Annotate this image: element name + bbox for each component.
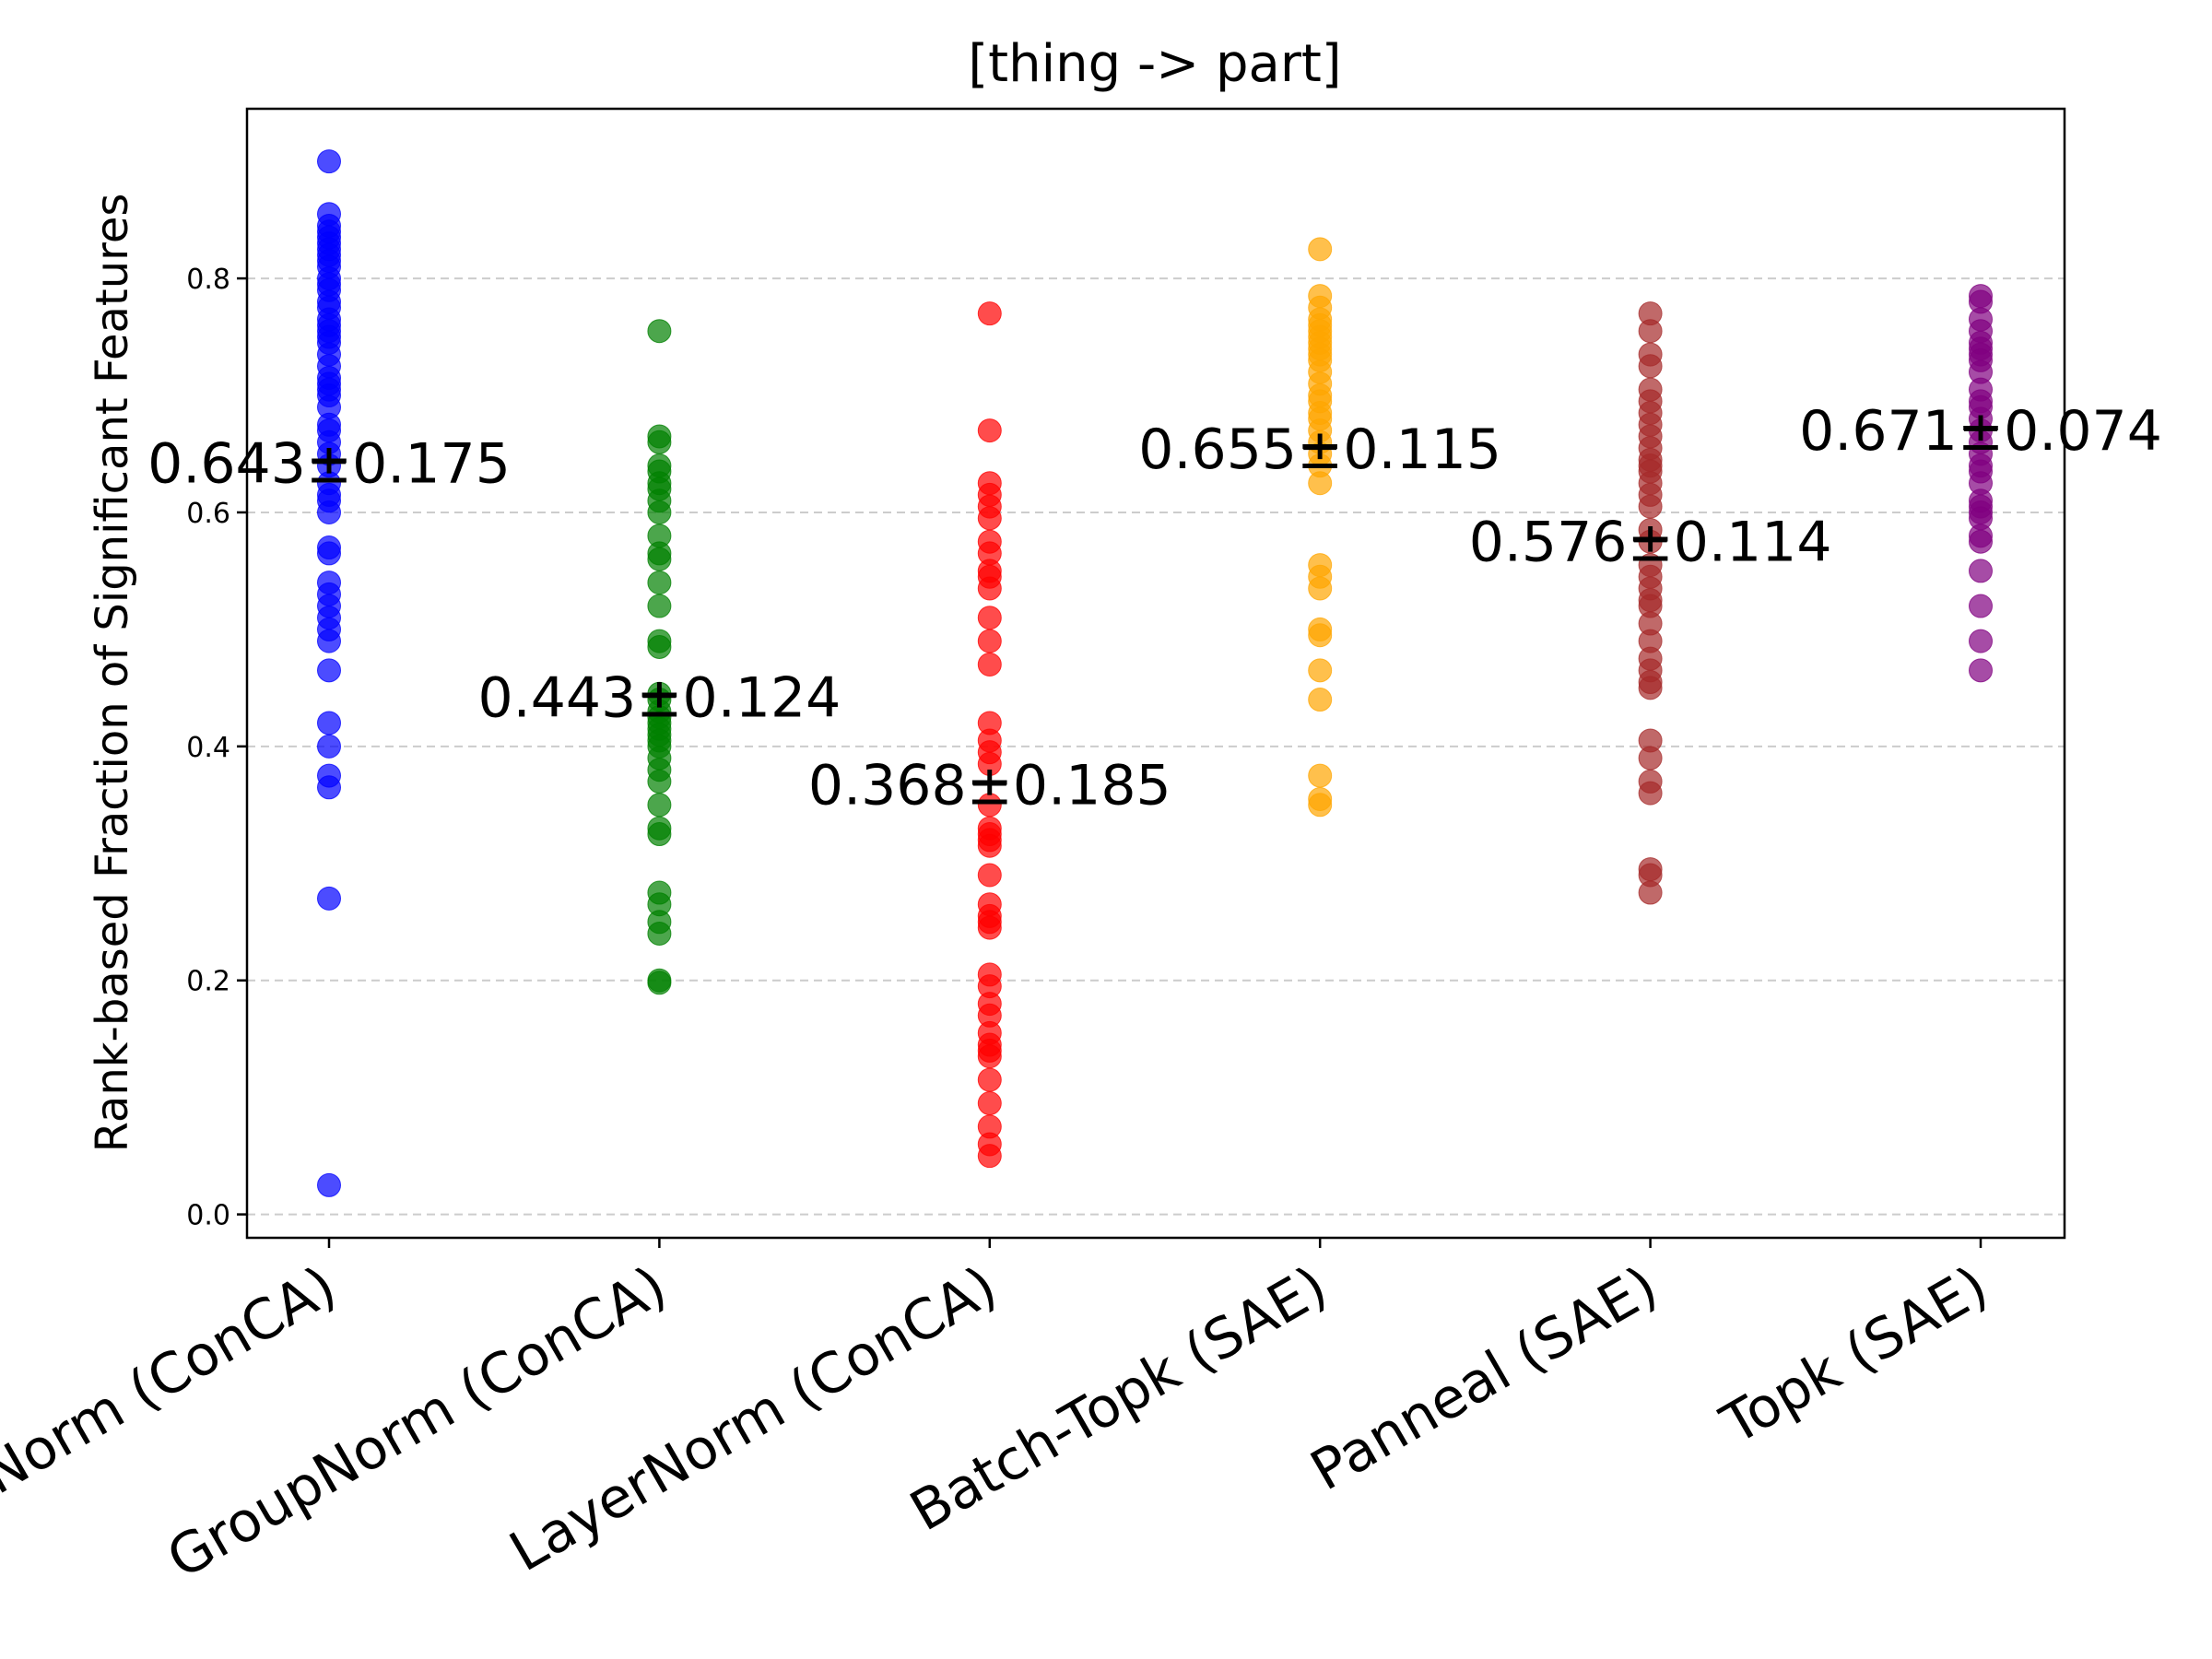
data-point xyxy=(1308,763,1333,788)
data-point xyxy=(1308,688,1333,712)
data-point xyxy=(1638,746,1663,771)
data-point xyxy=(1638,319,1663,344)
data-point xyxy=(647,634,672,659)
data-point xyxy=(317,775,341,800)
y-tick-label: 0.0 xyxy=(186,1200,230,1232)
data-point xyxy=(1308,576,1333,601)
data-point xyxy=(1638,880,1663,905)
data-point xyxy=(317,1172,341,1197)
data-point xyxy=(317,629,341,653)
data-point xyxy=(1969,594,1993,618)
data-point xyxy=(647,769,672,794)
data-point xyxy=(317,149,341,174)
data-point xyxy=(977,506,1002,531)
data-point xyxy=(1308,793,1333,818)
data-point xyxy=(647,571,672,595)
data-point xyxy=(317,734,341,759)
data-point xyxy=(977,751,1002,776)
data-point xyxy=(1638,781,1663,806)
data-point xyxy=(1969,529,1993,554)
data-point xyxy=(977,301,1002,326)
data-point xyxy=(1308,658,1333,683)
data-point xyxy=(647,594,672,618)
data-point xyxy=(977,629,1002,653)
chart-title: [thing -> part] xyxy=(968,34,1341,94)
data-point xyxy=(1308,237,1333,262)
mean-std-annotation: 0.576±0.114 xyxy=(1469,510,1832,574)
data-point xyxy=(317,500,341,524)
data-points xyxy=(317,149,1993,1197)
y-tick-label: 0.6 xyxy=(186,498,230,530)
data-point xyxy=(1308,623,1333,648)
data-point xyxy=(977,915,1002,940)
y-axis-label: Rank-based Fraction of Significant Featu… xyxy=(87,194,138,1153)
data-point xyxy=(1969,629,1993,653)
data-point xyxy=(1638,676,1663,700)
data-point xyxy=(317,886,341,911)
data-point xyxy=(977,1144,1002,1169)
data-point xyxy=(977,652,1002,677)
data-point xyxy=(977,863,1002,888)
data-point xyxy=(1969,658,1993,683)
mean-std-annotation: 0.643±0.175 xyxy=(147,431,511,496)
data-point xyxy=(647,319,672,344)
data-point xyxy=(1308,471,1333,496)
gridlines xyxy=(247,277,2065,1216)
data-point xyxy=(977,1091,1002,1116)
data-point xyxy=(977,1067,1002,1092)
data-point xyxy=(317,711,341,735)
data-point xyxy=(317,658,341,683)
annotations: 0.643±0.175 0.443±0.124 0.368±0.185 0.655±0… xyxy=(147,399,2162,818)
data-point xyxy=(647,921,672,946)
data-point xyxy=(1638,354,1663,379)
data-point xyxy=(977,418,1002,443)
mean-std-annotation: 0.443±0.124 xyxy=(477,665,841,730)
y-tick-label: 0.8 xyxy=(186,264,230,296)
data-point xyxy=(317,541,341,566)
data-point xyxy=(977,606,1002,630)
data-point xyxy=(647,971,672,995)
plot-frame xyxy=(245,107,2066,1240)
data-point xyxy=(977,576,1002,601)
y-tick-label: 0.4 xyxy=(186,732,230,764)
data-point xyxy=(647,547,672,571)
mean-std-annotation: 0.368±0.185 xyxy=(808,753,1171,818)
data-point xyxy=(647,500,672,524)
data-point xyxy=(977,833,1002,858)
y-tick-label: 0.2 xyxy=(186,966,230,998)
data-point xyxy=(1969,559,1993,583)
mean-std-annotation: 0.671±0.074 xyxy=(1799,399,2162,464)
data-point xyxy=(977,1044,1002,1069)
data-point xyxy=(647,793,672,818)
mean-std-annotation: 0.655±0.115 xyxy=(1138,418,1501,482)
data-point xyxy=(647,429,672,454)
data-point xyxy=(647,822,672,847)
